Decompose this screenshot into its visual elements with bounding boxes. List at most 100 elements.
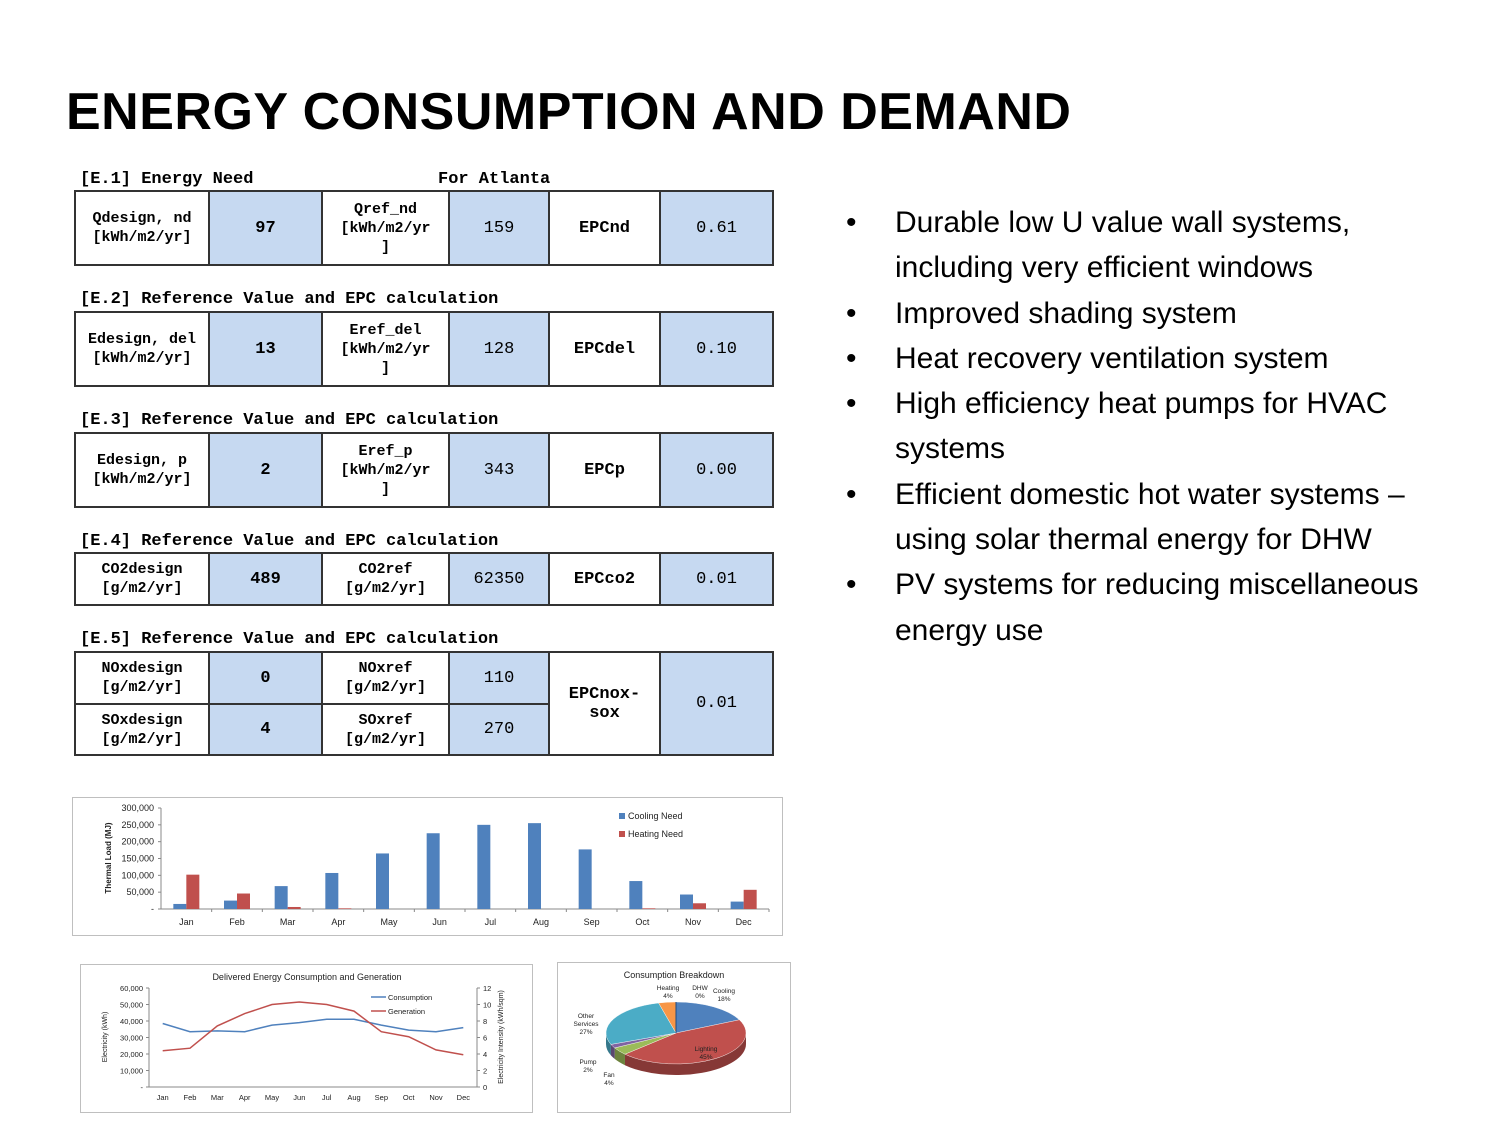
design-unit: [g/m2/yr] [101,580,183,597]
bullet-item: PV systems for reducing miscellaneous en… [846,562,1466,653]
chart-title: Consumption Breakdown [624,970,725,980]
bullet-item: High efficiency heat pumps for HVAC syst… [846,381,1466,472]
x-tick-label: Jun [432,917,447,927]
y-tick-label: 200,000 [121,837,154,847]
epc-label-2: sox [589,703,620,723]
section-heading-e5: [E.5] Reference Value and EPC calculatio… [80,630,499,649]
cooling-need-bar [325,872,339,909]
x-tick-label: Oct [635,917,650,927]
slice-label: DHW [692,985,708,992]
consumption-breakdown-svg: Consumption BreakdownCooling18%Lighting4… [574,970,747,1087]
cooling-need-bar [578,849,592,909]
legend-label: Cooling Need [628,811,683,821]
nox-ref-label-cell: NOxref [g/m2/yr] [321,651,450,705]
design-unit: [kWh/m2/yr] [92,471,192,488]
x-tick-label: Aug [533,917,549,927]
pump-slice-side [610,1044,615,1059]
sox-design-label-cell: SOxdesign [g/m2/yr] [74,703,210,756]
slice-label: Lighting [695,1046,718,1053]
slice-label: Fan [603,1072,615,1079]
design-value: 13 [208,311,323,387]
bullet-item: Efficient domestic hot water systems – u… [846,472,1466,563]
slice-percent: 4% [663,993,673,1000]
heating-need-bar [693,903,706,909]
design-label: Edesign, del [87,331,197,348]
nox-ref-unit: [g/m2/yr] [344,679,426,696]
y-tick-label: 300,000 [121,803,154,813]
x-tick-label: Dec [457,1093,471,1102]
epc-value: 0.00 [659,432,774,508]
y-tick-label: 40,000 [120,1017,143,1026]
y-axis-label: Thermal Load (MJ) [104,822,113,893]
other-services-slice-side [606,1033,611,1056]
x-tick-label: May [265,1093,279,1102]
y-axis-label: Electricity (kWh) [102,1012,109,1063]
y-tick-label: 100,000 [121,870,154,880]
y2-tick-label: 2 [483,1067,487,1076]
x-tick-label: Apr [239,1093,251,1102]
ref-label-cell: CO2ref [g/m2/yr] [321,552,450,606]
section-heading-e3: [E.3] Reference Value and EPC calculatio… [80,411,499,430]
fan-slice-side [614,1047,625,1066]
cooling-need-bar [376,853,389,909]
y2-axis-label: Electricity Intensity (kWh/sqm) [498,990,505,1084]
x-tick-label: May [380,917,398,927]
section-heading-e2: [E.2] Reference Value and EPC calculatio… [80,290,499,309]
nox-design-label-cell: NOxdesign [g/m2/yr] [74,651,210,705]
y-tick-label: 50,000 [126,887,154,897]
bullet-item: Durable low U value wall systems, includ… [846,200,1466,291]
sox-ref-value: 270 [448,703,550,756]
y-tick-label: 20,000 [120,1050,143,1059]
epc-value: 0.10 [659,311,774,387]
section-heading-e1-suffix: For Atlanta [438,170,551,189]
energy-table-e3: Edesign, p [kWh/m2/yr] 2 Eref_p [kWh/m2/yr… [74,432,774,508]
ref-label: CO2ref [358,561,413,578]
x-tick-label: Jan [179,917,194,927]
ref-unit: [g/m2/yr] [344,580,426,597]
y-tick-label: 250,000 [121,820,154,830]
cooling-need-bar [173,903,187,909]
design-label-cell: Edesign, del [kWh/m2/yr] [74,311,210,387]
slice-percent: 18% [717,996,730,1003]
y2-tick-label: 0 [483,1083,487,1092]
delivered-energy-chart: Delivered Energy Consumption and Generat… [80,964,533,1113]
sox-ref-label: SOxref [358,711,413,729]
slice-percent: 0% [695,993,705,1000]
x-tick-label: Aug [347,1093,360,1102]
bullet-list: Durable low U value wall systems, includ… [846,200,1466,653]
y2-tick-label: 10 [483,1001,491,1010]
y2-tick-label: 4 [483,1050,487,1059]
energy-table-e4: CO2design [g/m2/yr] 489 CO2ref [g/m2/yr] 6… [74,552,774,606]
x-tick-label: Mar [211,1093,224,1102]
x-tick-label: Oct [403,1093,416,1102]
legend-label: Generation [388,1007,425,1016]
cooling-slice [675,1001,740,1034]
energy-table-e1: Qdesign, nd [kWh/m2/yr] 97 Qref_nd [kWh/m2… [74,190,774,266]
y2-tick-label: 8 [483,1017,487,1026]
x-tick-label: Jul [322,1093,332,1102]
slice-percent: 27% [579,1029,592,1036]
x-tick-label: Jun [293,1093,305,1102]
epc-label: EPCp [548,432,661,508]
ref-unit-tail: ] [380,480,390,498]
y-tick-label: 150,000 [121,854,154,864]
heating-need-bar [338,908,352,909]
epc-label: EPCco2 [548,552,661,606]
ref-label-cell: Eref_p [kWh/m2/yr] [321,432,450,508]
design-value: 489 [208,552,323,606]
y2-tick-label: 12 [483,984,491,993]
ref-label-cell: Qref_nd [kWh/m2/yr] [321,190,450,266]
consumption-line [162,1018,464,1033]
sox-ref-unit: [g/m2/yr] [344,730,426,748]
epc-label: EPCdel [548,311,661,387]
other-services-slice [605,1002,677,1045]
y2-tick-label: 6 [483,1034,487,1043]
design-label: Qdesign, nd [92,210,192,227]
bullet-item: Heat recovery ventilation system [846,336,1466,382]
slice-percent: 4% [604,1080,614,1087]
cooling-need-bar [680,894,693,909]
design-label-cell: Qdesign, nd [kWh/m2/yr] [74,190,210,266]
design-label-cell: CO2design [g/m2/yr] [74,552,210,606]
ref-value: 128 [448,311,550,387]
ref-label-cell: Eref_del [kWh/m2/yr] [321,311,450,387]
